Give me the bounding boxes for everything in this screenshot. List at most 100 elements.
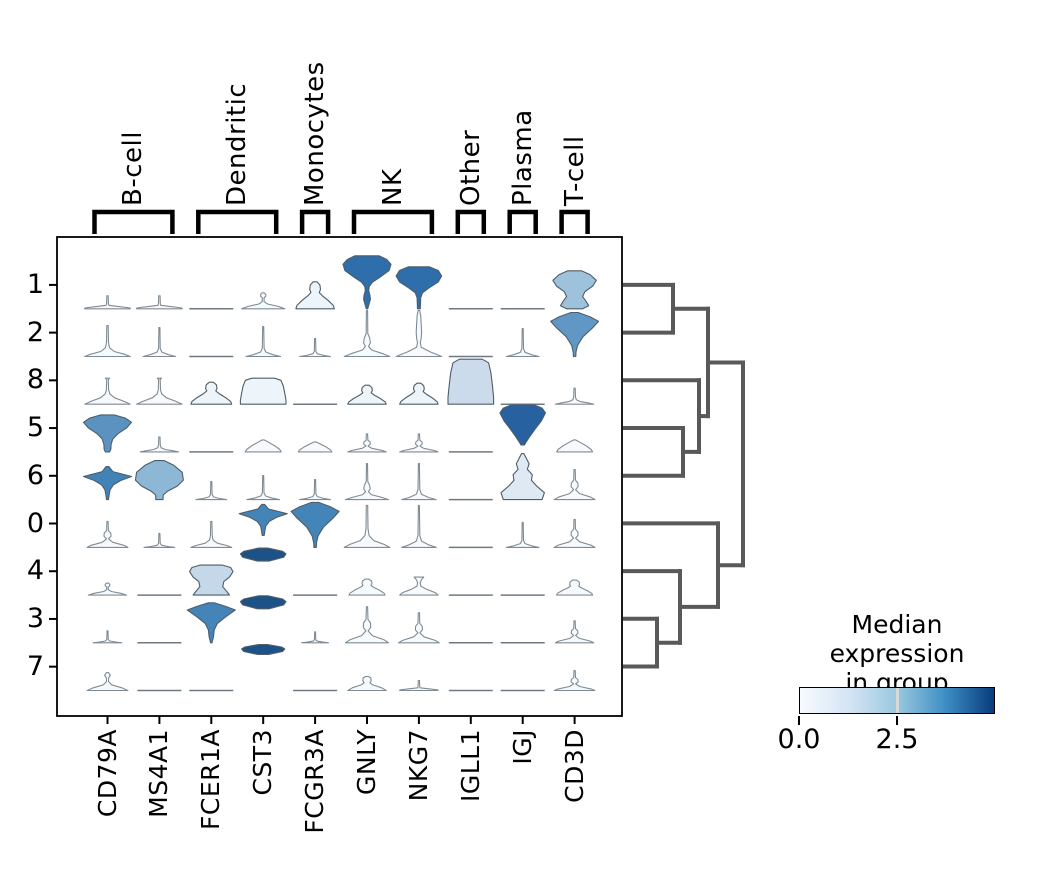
- gene-label-FCER1A: FCER1A: [196, 729, 226, 831]
- violin-7-GNLY: [347, 675, 387, 692]
- group-label-b-cell: B-cell: [118, 131, 149, 206]
- violin-2-GNLY: [343, 309, 391, 358]
- violin-3-CD3D: [554, 620, 595, 644]
- violin-5-IGJ: [499, 404, 547, 446]
- violin-0-CST3: [238, 503, 288, 536]
- violin-1-MS4A1: [136, 295, 183, 310]
- violin-3-NKG7: [397, 612, 440, 644]
- violin-2-IGJ: [505, 327, 540, 358]
- colorbar-ticklabel-0.0: 0.0: [777, 724, 821, 755]
- violin-1-FCGR3A: [295, 281, 335, 310]
- violin-0-FCER1A: [190, 520, 233, 548]
- violin-1-CST3: [241, 292, 286, 310]
- gene-label-CD79A: CD79A: [92, 729, 122, 818]
- colorbar-title-line1: Median expression: [829, 610, 965, 668]
- cluster-label-6: 6: [26, 459, 44, 491]
- violin-7-CD3D: [553, 669, 596, 692]
- violin-4-FCER1A: [189, 564, 234, 596]
- cluster-label-0: 0: [26, 507, 44, 539]
- violin-3-FCGR3A: [301, 631, 330, 644]
- violin-7-NKG7: [399, 679, 439, 692]
- group-label-nk: NK: [377, 168, 408, 207]
- violin-3-GNLY: [344, 606, 390, 644]
- violin-1-NKG7: [395, 266, 443, 310]
- cluster-label-4: 4: [26, 555, 44, 587]
- violin-0-FCGR3A: [290, 501, 340, 548]
- violin-0-IGJ: [505, 521, 540, 548]
- violin-3-FCER1A: [186, 602, 236, 644]
- violin-2-CD79A: [84, 324, 131, 358]
- gene-label-FCGR3A: FCGR3A: [300, 729, 330, 834]
- violin-6-CD79A: [82, 466, 133, 501]
- violin-0-MS4A1: [143, 532, 176, 548]
- violin-7-CST3: [241, 643, 286, 656]
- violin-2-MS4A1: [142, 326, 177, 358]
- violin-4-GNLY: [348, 578, 386, 596]
- violin-2-CST3: [245, 325, 282, 358]
- violin-3-CST3: [239, 595, 287, 610]
- violin-8-IGLL1: [447, 358, 495, 405]
- violin-5-CST3: [244, 439, 282, 453]
- colorbar-ticklabel-2.5: 2.5: [875, 724, 919, 755]
- violin-6-FCER1A: [195, 481, 228, 501]
- violin-6-NKG7: [401, 463, 437, 501]
- gene-label-NKG7: NKG7: [403, 729, 433, 802]
- gene-label-CD3D: CD3D: [559, 729, 589, 803]
- group-label-dendritic: Dendritic: [222, 82, 253, 206]
- gene-label-MS4A1: MS4A1: [144, 729, 174, 818]
- violin-3-CD79A: [92, 630, 123, 644]
- violin-5-CD3D: [556, 439, 594, 453]
- violin-4-CST3: [239, 547, 287, 562]
- colorbar-inner-tick: [895, 688, 899, 713]
- violin-0-NKG7: [401, 504, 437, 548]
- violin-6-CD3D: [553, 469, 596, 501]
- cluster-label-7: 7: [26, 650, 44, 682]
- violin-1-CD79A: [84, 295, 131, 310]
- violin-5-FCGR3A: [297, 441, 333, 453]
- group-bracket-b-cell: [92, 209, 175, 234]
- violin-0-CD79A: [86, 520, 129, 548]
- violin-8-CST3: [239, 377, 287, 405]
- violin-5-NKG7: [399, 433, 439, 453]
- cluster-label-3: 3: [26, 602, 44, 634]
- cluster-label-8: 8: [26, 364, 44, 396]
- gene-label-CST3: CST3: [248, 729, 278, 796]
- violin-1-GNLY: [342, 255, 392, 310]
- cluster-label-1: 1: [26, 268, 44, 300]
- violin-2-NKG7: [395, 309, 443, 358]
- violin-4-CD79A: [87, 582, 128, 596]
- group-bracket-monocytes: [299, 209, 331, 234]
- group-label-plasma: Plasma: [507, 109, 538, 206]
- violin-7-CD79A: [86, 671, 129, 692]
- violin-6-FCGR3A: [299, 479, 332, 501]
- cluster-label-5: 5: [26, 412, 44, 444]
- violin-2-CD3D: [550, 311, 600, 358]
- group-bracket-nk: [351, 209, 435, 234]
- cluster-label-2: 2: [26, 316, 44, 348]
- violin-6-MS4A1: [134, 460, 184, 501]
- violin-6-GNLY: [344, 463, 390, 501]
- violin-5-GNLY: [347, 433, 387, 453]
- group-bracket-other: [455, 209, 487, 234]
- group-label-t-cell: T-cell: [559, 135, 590, 206]
- violin-8-CD3D: [554, 387, 595, 405]
- violin-8-MS4A1: [136, 377, 183, 405]
- colorbar-gradient: [799, 687, 995, 714]
- violin-8-NKG7: [399, 382, 439, 405]
- group-label-monocytes: Monocytes: [300, 61, 331, 206]
- violin-2-FCGR3A: [299, 337, 332, 358]
- gene-label-IGLL1: IGLL1: [455, 729, 485, 803]
- violin-8-FCER1A: [190, 381, 233, 405]
- gene-label-IGJ: IGJ: [507, 729, 537, 765]
- violin-6-IGJ: [500, 453, 545, 501]
- colorbar-tickmark-2.5: [896, 716, 898, 725]
- violin-4-NKG7: [399, 576, 439, 596]
- violin-6-CST3: [246, 475, 281, 501]
- violin-1-CD3D: [552, 270, 597, 310]
- violin-0-CD3D: [553, 518, 596, 548]
- group-label-other: Other: [455, 129, 486, 206]
- gene-label-GNLY: GNLY: [352, 729, 381, 795]
- violin-5-MS4A1: [139, 436, 180, 453]
